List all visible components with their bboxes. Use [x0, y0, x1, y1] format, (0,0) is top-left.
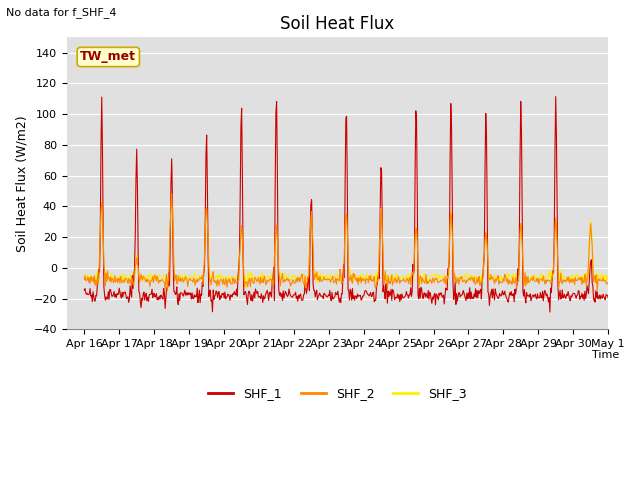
Title: Soil Heat Flux: Soil Heat Flux: [280, 15, 395, 33]
Legend: SHF_1, SHF_2, SHF_3: SHF_1, SHF_2, SHF_3: [204, 382, 472, 405]
X-axis label: Time: Time: [592, 350, 619, 360]
Text: TW_met: TW_met: [80, 50, 136, 63]
Text: No data for f_SHF_4: No data for f_SHF_4: [6, 7, 117, 18]
Y-axis label: Soil Heat Flux (W/m2): Soil Heat Flux (W/m2): [15, 115, 28, 252]
